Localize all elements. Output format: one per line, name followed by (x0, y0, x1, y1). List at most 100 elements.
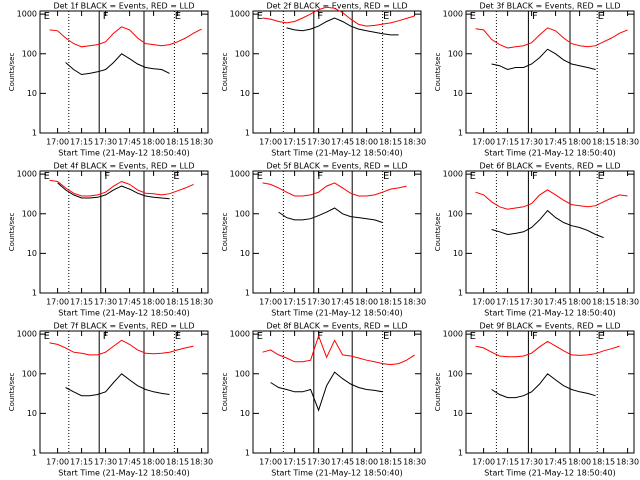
y-tick-label: 1 (458, 129, 463, 138)
x-tick-label: 17:15 (70, 298, 93, 307)
series-line (475, 340, 620, 358)
y-axis-label: Counts/sec (434, 373, 442, 412)
x-tick-label: 18:15 (379, 298, 402, 307)
y-tick-label: 1 (32, 449, 37, 458)
x-tick-label: 17:45 (544, 138, 567, 147)
x-tick-label: 17:15 (496, 298, 519, 307)
y-axis-label: Counts/sec (221, 213, 229, 252)
x-tick-label: 17:00 (472, 298, 495, 307)
x-tick-label: 18:15 (166, 298, 189, 307)
x-tick-label: 17:45 (331, 458, 354, 467)
x-tick-label: 17:30 (520, 458, 543, 467)
chart-title: Det 8f BLACK = Events, RED = LLD (266, 322, 407, 331)
x-tick-label: 18:30 (403, 298, 426, 307)
x-tick-label: 17:45 (544, 458, 567, 467)
annotation: E (383, 171, 389, 182)
series-line (278, 207, 383, 223)
y-tick-label: 1000 (443, 10, 463, 19)
x-tick-label: 17:00 (46, 458, 69, 467)
x-tick-label: 17:00 (259, 138, 282, 147)
x-tick-label: 17:45 (118, 298, 141, 307)
y-tick-label: 1000 (443, 330, 463, 339)
annotation: E (44, 11, 50, 22)
x-tick-label: 17:15 (283, 298, 306, 307)
chart-title: Det 6f BLACK = Events, RED = LLD (479, 162, 620, 171)
x-tick-label: 18:30 (403, 138, 426, 147)
plot-frame (252, 330, 422, 454)
x-tick-label: 18:15 (592, 458, 615, 467)
chart-title: Det 1f BLACK = Events, RED = LLD (53, 2, 194, 11)
x-tick-label: 18:30 (616, 298, 639, 307)
annotation: E (175, 11, 181, 22)
y-tick-label: 1 (245, 129, 250, 138)
y-tick-label: 1000 (230, 10, 250, 19)
series-line (49, 179, 194, 197)
x-tick-label: 17:15 (70, 458, 93, 467)
x-tick-label: 17:30 (307, 298, 330, 307)
x-tick-label: 17:00 (259, 298, 282, 307)
annotation: E (257, 171, 263, 182)
y-tick-label: 100 (448, 209, 463, 218)
y-tick-label: 1 (32, 289, 37, 298)
annotation: F (317, 11, 323, 22)
x-tick-label: 17:00 (472, 138, 495, 147)
annotation: E (598, 171, 604, 182)
y-tick-label: 10 (27, 249, 37, 258)
x-axis-label: Start Time (21-May-12 18:50:40) (58, 469, 189, 478)
y-axis-label: Counts/sec (221, 373, 229, 412)
series-line (286, 17, 399, 36)
annotation: E (598, 11, 604, 22)
series-line (491, 373, 596, 399)
x-tick-label: 18:00 (142, 458, 165, 467)
y-axis-label: Counts/sec (8, 53, 16, 92)
y-tick-label: 100 (235, 49, 250, 58)
annotation: E (383, 331, 389, 342)
series-line (262, 182, 407, 197)
x-tick-label: 18:00 (355, 458, 378, 467)
y-tick-label: 1000 (17, 10, 37, 19)
x-tick-label: 17:15 (283, 458, 306, 467)
x-tick-label: 18:00 (355, 138, 378, 147)
x-tick-label: 18:00 (142, 138, 165, 147)
y-tick-label: 10 (453, 89, 463, 98)
annotation: F (104, 171, 110, 182)
x-tick-label: 17:15 (283, 138, 306, 147)
series-line (65, 373, 170, 397)
x-tick-label: 18:30 (616, 138, 639, 147)
x-tick-label: 17:45 (118, 458, 141, 467)
x-tick-label: 18:00 (568, 458, 591, 467)
x-tick-label: 18:15 (379, 458, 402, 467)
y-tick-label: 1 (245, 449, 250, 458)
x-tick-label: 17:30 (520, 298, 543, 307)
annotation: E (598, 331, 604, 342)
annotation: E (44, 331, 50, 342)
annotation: F (532, 331, 538, 342)
x-tick-label: 18:30 (616, 458, 639, 467)
annotation: E (470, 11, 476, 22)
annotation: E (383, 11, 389, 22)
x-tick-label: 17:15 (70, 138, 93, 147)
y-tick-label: 10 (27, 409, 37, 418)
x-tick-label: 18:15 (166, 458, 189, 467)
chart-panel: Det 3f BLACK = Events, RED = LLD Start Ti… (434, 2, 639, 158)
y-tick-label: 100 (22, 49, 37, 58)
x-axis-label: Start Time (21-May-12 18:50:40) (58, 149, 189, 158)
x-tick-label: 17:15 (496, 458, 519, 467)
chart-panel: Det 8f BLACK = Events, RED = LLD Start Ti… (221, 322, 426, 478)
y-tick-label: 10 (240, 409, 250, 418)
x-tick-label: 18:30 (190, 298, 213, 307)
x-tick-label: 17:30 (520, 138, 543, 147)
y-tick-label: 10 (240, 249, 250, 258)
series-line (270, 371, 383, 412)
x-tick-label: 18:15 (379, 138, 402, 147)
x-tick-label: 18:30 (190, 458, 213, 467)
chart-title: Det 9f BLACK = Events, RED = LLD (479, 322, 620, 331)
x-tick-label: 17:00 (259, 458, 282, 467)
y-tick-label: 100 (448, 49, 463, 58)
chart-panel: Det 7f BLACK = Events, RED = LLD Start Ti… (8, 322, 213, 478)
chart-title: Det 5f BLACK = Events, RED = LLD (266, 162, 407, 171)
y-tick-label: 1000 (230, 170, 250, 179)
x-tick-label: 18:15 (592, 138, 615, 147)
annotation: E (257, 11, 263, 22)
x-tick-label: 17:45 (331, 298, 354, 307)
